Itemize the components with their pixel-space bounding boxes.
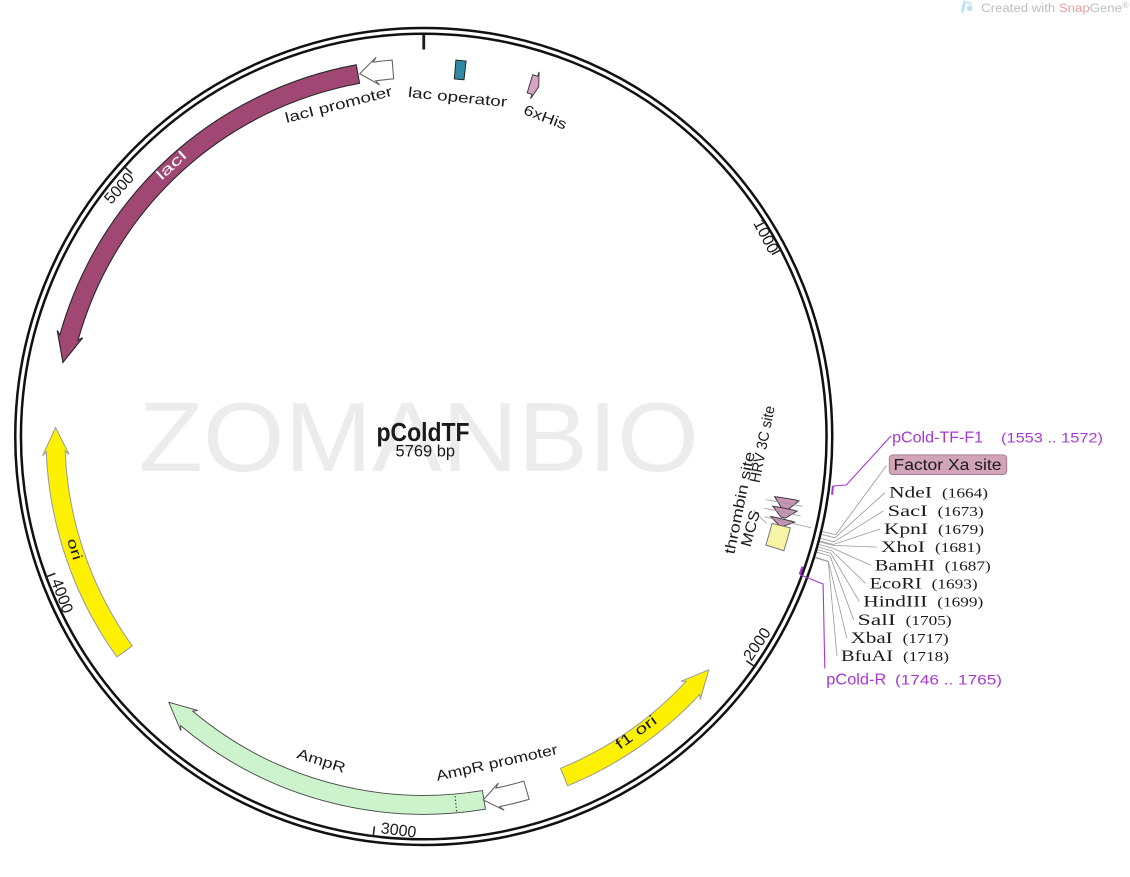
svg-text:(1679): (1679): [938, 522, 984, 537]
svg-text:3000: 3000: [380, 820, 418, 841]
svg-text:(1717): (1717): [903, 631, 949, 646]
svg-text:BamHI: BamHI: [875, 557, 935, 574]
svg-text:(1553 .. 1572): (1553 .. 1572): [1001, 431, 1103, 446]
svg-text:(1681): (1681): [935, 540, 981, 555]
svg-text:XbaI: XbaI: [851, 630, 893, 647]
svg-text:Factor Xa site: Factor Xa site: [894, 457, 1002, 474]
svg-text:ori: ori: [64, 536, 86, 562]
svg-text:ZOMANBIO: ZOMANBIO: [139, 382, 699, 492]
svg-text:pColdTF: pColdTF: [377, 417, 470, 447]
svg-text:(1693): (1693): [932, 576, 978, 591]
svg-text:pCold-TF-F1: pCold-TF-F1: [892, 430, 983, 447]
svg-text:NdeI: NdeI: [889, 485, 932, 502]
svg-text:(1664): (1664): [942, 486, 988, 501]
svg-text:(1705): (1705): [906, 613, 952, 628]
svg-text:(1673): (1673): [938, 504, 984, 519]
svg-text:(1746 .. 1765): (1746 .. 1765): [895, 673, 1002, 688]
svg-text:(1718): (1718): [903, 649, 949, 664]
svg-text:5769 bp: 5769 bp: [396, 443, 456, 461]
svg-text:SacI: SacI: [888, 503, 928, 520]
svg-text:pCold-R: pCold-R: [826, 672, 886, 689]
svg-text:XhoI: XhoI: [881, 539, 925, 556]
svg-text:SalI: SalI: [858, 612, 896, 629]
svg-text:KpnI: KpnI: [884, 521, 928, 538]
svg-text:EcoRI: EcoRI: [870, 575, 922, 592]
svg-text:BfuAI: BfuAI: [841, 648, 893, 665]
svg-text:(1687): (1687): [945, 558, 991, 573]
svg-text:HindIII: HindIII: [863, 594, 927, 611]
svg-text:(1699): (1699): [937, 595, 983, 610]
